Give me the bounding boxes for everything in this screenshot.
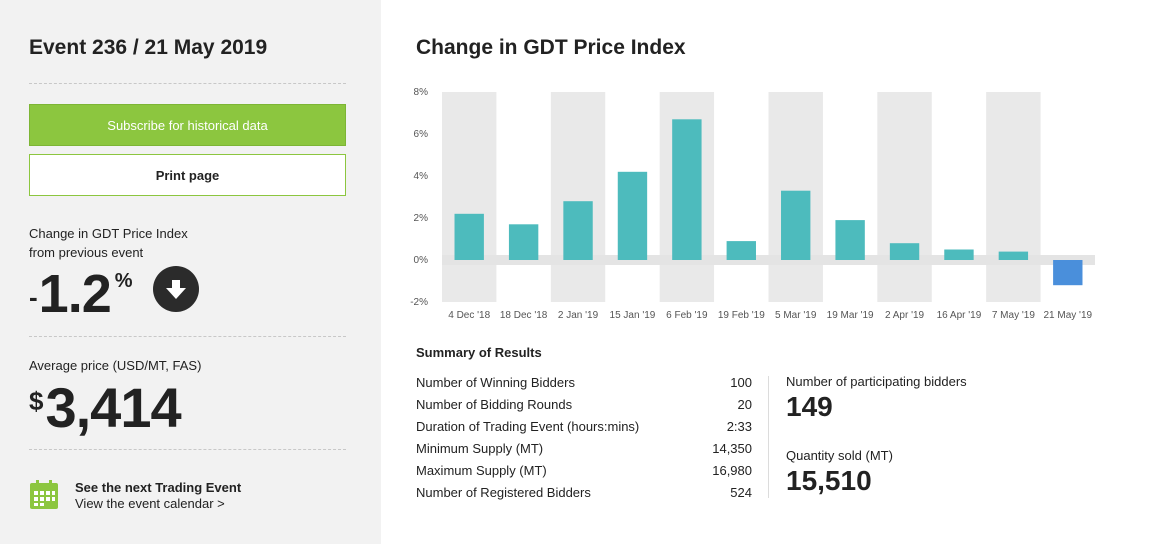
chart-zero-band — [442, 255, 1095, 265]
chart-bar — [454, 213, 484, 260]
event-sidebar: Event 236 / 21 May 2019 Subscribe for hi… — [0, 0, 381, 544]
chart-band — [822, 92, 878, 302]
summary-row: Number of Winning Bidders 100 — [416, 371, 752, 393]
divider — [29, 83, 346, 84]
y-tick-label: 0% — [414, 255, 429, 266]
chart-bar — [835, 220, 865, 260]
price-change-sign: - — [29, 282, 38, 312]
chart-band — [714, 92, 769, 302]
average-price-number: 3,414 — [45, 376, 181, 439]
chart-bar — [563, 201, 593, 260]
x-tick-label: 21 May '19 — [1043, 310, 1092, 321]
price-change-value: - 1.2 % — [29, 264, 133, 324]
summary-row: Minimum Supply (MT) 14,350 — [416, 437, 752, 459]
summary-row-value: 524 — [730, 484, 752, 500]
summary-divider — [768, 376, 769, 498]
price-index-chart: 8% 6% 4% 2% 0% -2% 4 Dec '18 18 Dec '18 2 Jan '1… — [400, 80, 1120, 335]
summary-row-label: Duration of Trading Event (hours:mins) — [416, 418, 640, 434]
summary-row-value: 16,980 — [712, 462, 752, 478]
x-tick-label: 5 Mar '19 — [775, 310, 817, 321]
x-tick-label: 7 May '19 — [992, 310, 1035, 321]
calendar-icon — [30, 480, 58, 509]
chart-bar — [889, 243, 920, 260]
y-tick-label: 6% — [414, 129, 429, 140]
participating-bidders-label: Number of participating bidders — [786, 374, 967, 389]
participating-bidders-stat: Number of participating bidders 149 — [786, 374, 967, 423]
summary-title: Summary of Results — [416, 345, 542, 360]
average-price-label: Average price (USD/MT, FAS) — [29, 358, 202, 373]
chart-bar — [781, 190, 811, 260]
x-tick-label: 19 Mar '19 — [827, 310, 874, 321]
summary-row-label: Minimum Supply (MT) — [416, 440, 544, 456]
quantity-sold-value: 15,510 — [786, 465, 872, 496]
price-change-label-line1: Change in GDT Price Index — [29, 226, 188, 241]
y-tick-label: 2% — [414, 213, 429, 224]
summary-row-value: 14,350 — [712, 440, 752, 456]
x-tick-label: 2 Apr '19 — [885, 310, 925, 321]
summary-row-value: 100 — [730, 374, 752, 390]
x-tick-label: 19 Feb '19 — [718, 310, 765, 321]
price-change-label: Change in GDT Price Index from previous … — [29, 224, 188, 262]
chart-bar — [617, 171, 648, 260]
chart-bar — [508, 224, 539, 260]
summary-table: Number of Winning Bidders 100 Number of … — [416, 371, 752, 503]
summary-row: Number of Registered Bidders 524 — [416, 481, 752, 503]
y-tick-label: 4% — [414, 171, 429, 182]
x-tick-label: 4 Dec '18 — [448, 310, 490, 321]
next-event-link[interactable]: See the next Trading Event View the even… — [29, 480, 241, 512]
x-tick-label: 18 Dec '18 — [500, 310, 548, 321]
event-title: Event 236 / 21 May 2019 — [29, 36, 268, 59]
y-tick-label: -2% — [410, 297, 428, 308]
next-event-title: See the next Trading Event — [75, 480, 242, 495]
summary-row: Duration of Trading Event (hours:mins) 2… — [416, 415, 752, 437]
divider — [29, 449, 346, 450]
x-tick-label: 16 Apr '19 — [937, 310, 982, 321]
chart-band — [496, 92, 551, 302]
summary-row-label: Number of Registered Bidders — [416, 484, 591, 500]
summary-row-label: Number of Bidding Rounds — [416, 396, 573, 412]
summary-row-value: 2:33 — [726, 418, 752, 434]
quantity-sold-stat: Quantity sold (MT) 15,510 — [786, 448, 893, 497]
x-tick-label: 6 Feb '19 — [666, 310, 708, 321]
chart-bar — [1053, 260, 1083, 286]
summary-row-value: 20 — [737, 396, 752, 412]
price-change-unit: % — [114, 270, 133, 292]
quantity-sold-label: Quantity sold (MT) — [786, 448, 893, 463]
summary-row-label: Maximum Supply (MT) — [416, 462, 547, 478]
chart-bar — [998, 251, 1029, 260]
x-tick-label: 15 Jan '19 — [610, 310, 656, 321]
participating-bidders-value: 149 — [786, 391, 833, 422]
average-price-value: $ 3,414 — [29, 376, 182, 439]
summary-row: Maximum Supply (MT) 16,980 — [416, 459, 752, 481]
average-price-currency: $ — [29, 386, 44, 416]
chart-bar — [726, 241, 756, 260]
divider — [29, 336, 346, 337]
view-calendar-link[interactable]: View the event calendar > — [75, 496, 225, 511]
y-tick-label: 8% — [414, 87, 429, 98]
chart-bar — [944, 249, 974, 260]
price-index-chart-svg: 8% 6% 4% 2% 0% -2% 4 Dec '18 18 Dec '18 2 Jan '1… — [410, 87, 1095, 321]
price-change-number: 1.2 — [38, 264, 112, 324]
price-change-label-line2: from previous event — [29, 245, 144, 260]
arrow-down-circle-icon — [153, 266, 199, 312]
subscribe-button[interactable]: Subscribe for historical data — [29, 104, 346, 146]
print-page-button[interactable]: Print page — [29, 154, 346, 196]
summary-row: Number of Bidding Rounds 20 — [416, 393, 752, 415]
chart-band — [931, 92, 987, 302]
summary-row-label: Number of Winning Bidders — [416, 374, 575, 390]
chart-title: Change in GDT Price Index — [416, 36, 686, 59]
chart-bar — [672, 119, 702, 260]
x-tick-label: 2 Jan '19 — [558, 310, 599, 321]
